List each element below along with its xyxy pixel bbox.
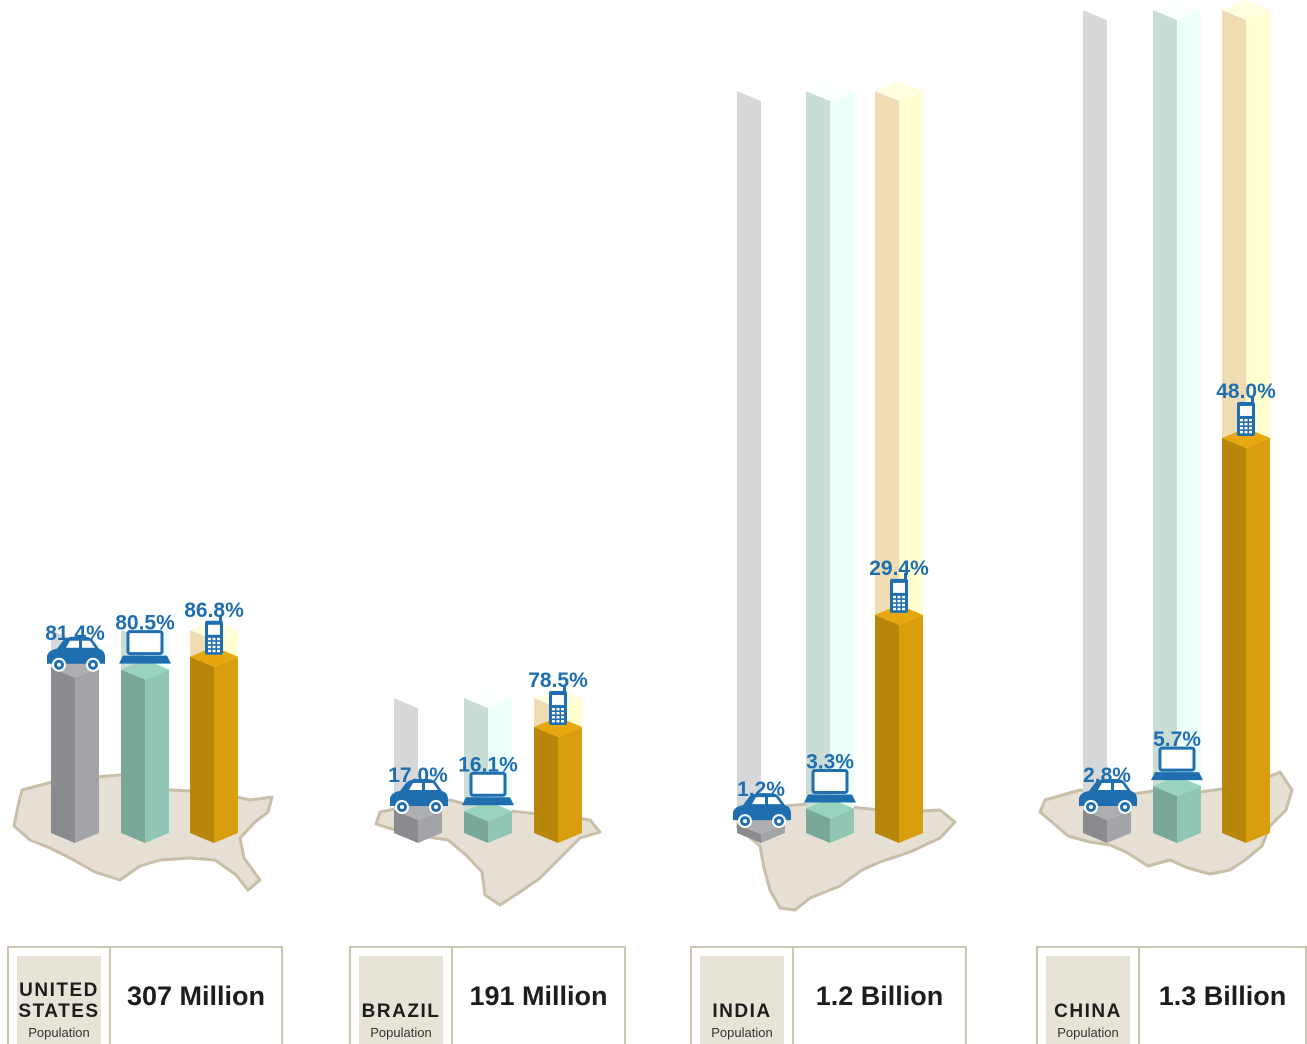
divider xyxy=(1138,948,1140,1044)
car-icon xyxy=(733,793,791,829)
population-ghost-bar xyxy=(806,81,854,843)
mobile-phone-icon xyxy=(890,572,908,613)
value-label: 17.0% xyxy=(388,764,448,787)
value-label: 16.1% xyxy=(458,753,518,776)
population-value: 307 Million xyxy=(126,980,266,1011)
population-label: Population xyxy=(711,1025,773,1040)
country-bar-group: 1.2% 3.3% 29.4% xyxy=(733,81,929,843)
population-label: Population xyxy=(370,1025,432,1040)
country-bar-group: 17.0% 16.1% 78.5% xyxy=(388,669,588,843)
country-bar-group: 81.4% 80.5% 86.8% xyxy=(45,599,244,843)
ownership-bar xyxy=(1153,776,1201,843)
population-ghost-bar xyxy=(1083,0,1131,843)
value-label: 81.4% xyxy=(45,622,105,645)
value-label: 86.8% xyxy=(184,599,244,622)
mobile-phone-icon xyxy=(1237,395,1255,436)
value-label: 1.2% xyxy=(737,778,785,801)
laptop-icon xyxy=(1151,746,1203,781)
divider xyxy=(792,948,794,1044)
ownership-bar xyxy=(1222,427,1270,843)
country-name: INDIA xyxy=(712,1001,772,1022)
ownership-bar xyxy=(534,717,582,843)
population-label: Population xyxy=(28,1025,90,1040)
country-name: UNITED STATES xyxy=(18,980,100,1022)
divider xyxy=(451,948,453,1044)
country-name: CHINA xyxy=(1054,1001,1122,1022)
population-ghost-bar xyxy=(1153,0,1201,843)
country-box-brazil: BRAZIL Population 191 Million xyxy=(349,946,626,1044)
ownership-bar xyxy=(190,646,238,843)
country-bar-group: 2.8% 5.7% 48.0% xyxy=(1079,0,1276,843)
mobile-phone-icon xyxy=(549,685,567,726)
population-value: 1.3 Billion xyxy=(1158,980,1287,1011)
ownership-bar xyxy=(51,657,99,843)
ownership-bar xyxy=(464,801,512,843)
laptop-icon xyxy=(462,771,514,806)
value-label: 78.5% xyxy=(528,669,588,692)
country-label: INDIA Population xyxy=(700,956,784,1044)
country-box-united-states: UNITED STATES Population 307 Million xyxy=(7,946,283,1044)
car-icon xyxy=(390,779,448,815)
country-label: UNITED STATES Population xyxy=(17,956,101,1044)
ownership-bar xyxy=(806,798,854,843)
country-label: CHINA Population xyxy=(1046,956,1130,1044)
bar-groups: 81.4% 80.5% 86.8% 17.0% 16.1% 78.5% 1.2% 3.3% 29… xyxy=(45,0,1276,843)
car-icon xyxy=(1079,778,1137,814)
ownership-bar xyxy=(875,604,923,843)
laptop-icon xyxy=(119,630,171,664)
divider xyxy=(109,948,111,1044)
value-label: 48.0% xyxy=(1216,380,1276,403)
country-label: BRAZIL Population xyxy=(359,956,443,1044)
population-label: Population xyxy=(1057,1025,1119,1040)
country-name: BRAZIL xyxy=(361,1001,441,1022)
value-label: 5.7% xyxy=(1153,728,1201,751)
value-label: 3.3% xyxy=(806,751,854,774)
value-label: 80.5% xyxy=(115,612,175,635)
population-ghost-bar xyxy=(737,81,785,843)
mobile-phone-icon xyxy=(205,614,223,655)
value-label: 2.8% xyxy=(1083,764,1131,787)
value-label: 29.4% xyxy=(869,557,929,580)
ownership-bar xyxy=(121,659,169,843)
country-box-india: INDIA Population 1.2 Billion xyxy=(690,946,967,1044)
country-box-china: CHINA Population 1.3 Billion xyxy=(1036,946,1307,1044)
population-value: 1.2 Billion xyxy=(815,980,944,1011)
laptop-icon xyxy=(804,769,856,803)
population-value: 191 Million xyxy=(469,980,608,1011)
car-icon xyxy=(47,636,105,672)
